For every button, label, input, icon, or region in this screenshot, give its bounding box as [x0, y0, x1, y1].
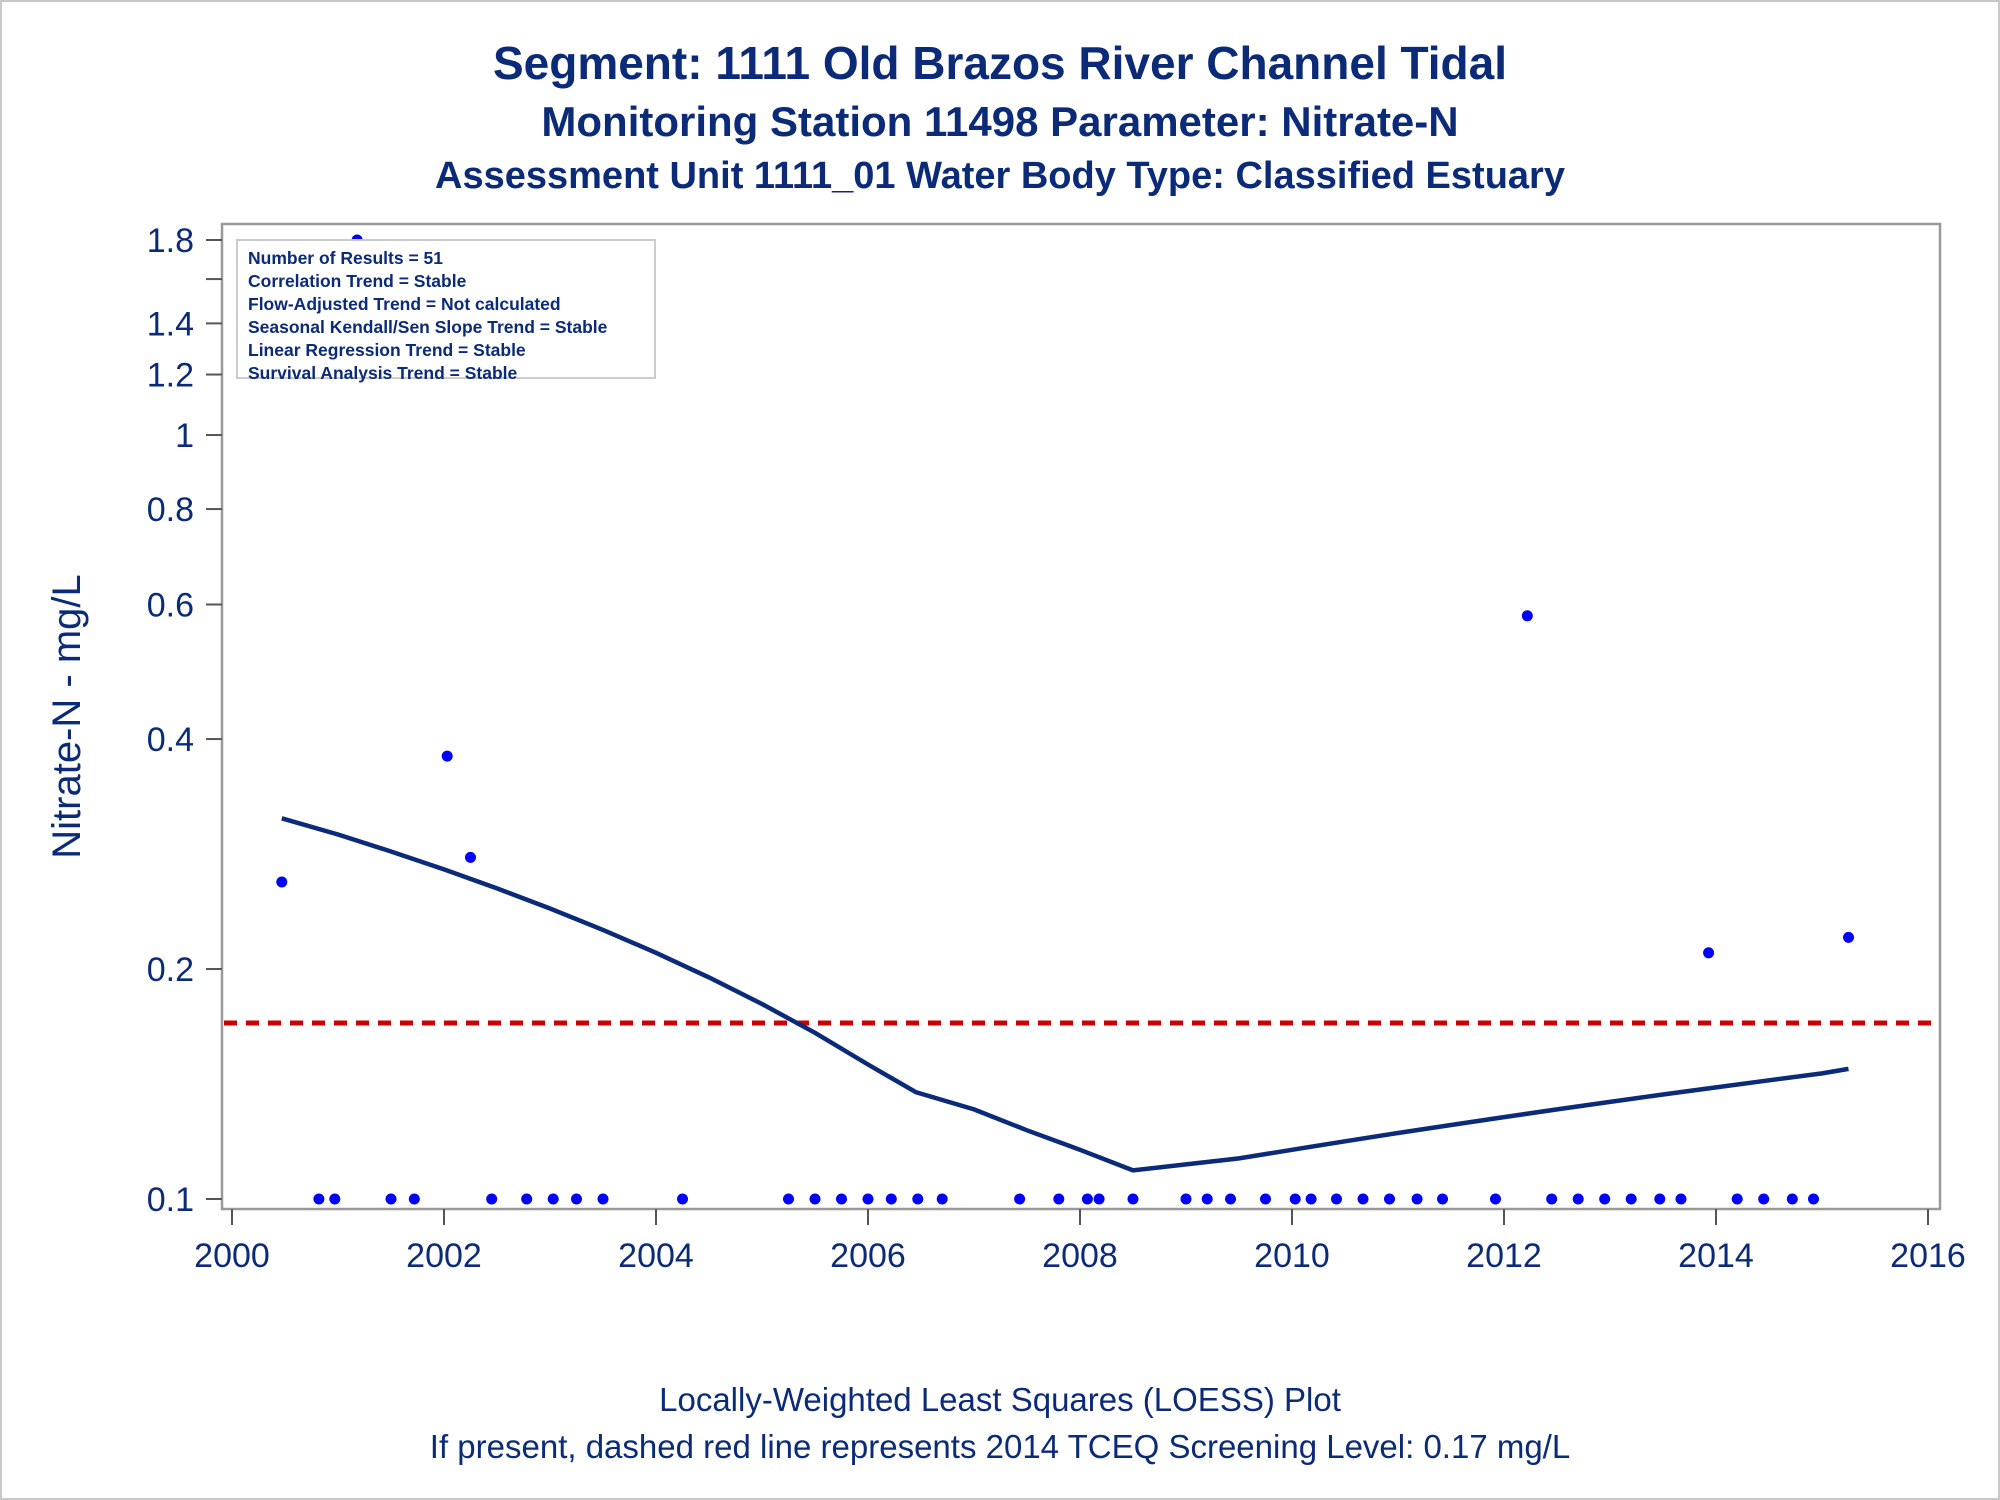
x-tick-label: 2006 — [830, 1237, 906, 1275]
y-tick-label: 1.2 — [147, 357, 194, 395]
chart-subtitle: Monitoring Station 11498 Parameter: Nitr… — [541, 98, 1459, 145]
data-point — [276, 876, 288, 888]
data-point — [547, 1193, 559, 1205]
data-point — [1572, 1193, 1584, 1205]
data-point — [885, 1193, 897, 1205]
y-tick-label: 1.4 — [147, 305, 194, 343]
x-tick-label: 2016 — [1890, 1237, 1966, 1275]
stats-line-linear-regression: Linear Regression Trend = Stable — [248, 340, 526, 360]
y-tick-label: 0.1 — [147, 1181, 194, 1219]
data-point — [385, 1193, 397, 1205]
data-point — [1675, 1193, 1687, 1205]
data-point — [912, 1193, 924, 1205]
data-point — [1260, 1193, 1271, 1205]
data-point — [862, 1193, 874, 1205]
data-point — [1081, 1193, 1093, 1205]
data-point — [1731, 1193, 1743, 1205]
footnote-screening-level: If present, dashed red line represents 2… — [429, 1428, 1571, 1465]
data-point — [465, 851, 476, 863]
data-point — [1521, 610, 1533, 622]
data-point — [1289, 1193, 1301, 1205]
data-point — [1053, 1193, 1065, 1205]
data-point — [1225, 1193, 1236, 1205]
data-point — [1599, 1193, 1611, 1205]
trend-stats-box: Number of Results = 51 Correlation Trend… — [236, 239, 656, 383]
data-point — [1786, 1193, 1798, 1205]
y-tick-label: 0.8 — [147, 491, 194, 529]
y-tick-label: 0.2 — [147, 951, 194, 989]
data-point — [677, 1193, 688, 1205]
y-axis-label: Nitrate-N - mg/L — [45, 574, 89, 859]
data-point — [936, 1193, 948, 1205]
stats-line-correlation: Correlation Trend = Stable — [248, 271, 467, 291]
data-point — [1357, 1193, 1369, 1205]
data-point — [521, 1193, 533, 1205]
x-tick-label: 2000 — [194, 1237, 270, 1275]
stats-line-survival: Survival Analysis Trend = Stable — [248, 363, 518, 383]
data-point — [1703, 947, 1715, 959]
data-point — [329, 1193, 341, 1205]
x-tick-label: 2002 — [406, 1237, 482, 1275]
data-point — [1384, 1193, 1395, 1205]
loess-curve — [281, 816, 1849, 1173]
data-point — [313, 1193, 325, 1205]
y-tick-label: 1 — [175, 417, 194, 455]
data-point — [809, 1193, 821, 1205]
data-point — [1305, 1193, 1317, 1205]
data-point — [1201, 1193, 1213, 1205]
chart-title: Segment: 1111 Old Brazos River Channel T… — [492, 37, 1508, 89]
data-point — [1843, 931, 1854, 943]
data-point — [1546, 1193, 1558, 1205]
x-tick-label: 2010 — [1254, 1237, 1330, 1275]
stats-line-flow-adjusted: Flow-Adjusted Trend = Not calculated — [248, 294, 561, 314]
data-point — [1654, 1193, 1666, 1205]
data-point — [836, 1193, 847, 1205]
data-point — [1490, 1193, 1501, 1205]
x-tick-label: 2008 — [1042, 1237, 1118, 1275]
data-point — [1411, 1193, 1423, 1205]
stats-line-results: Number of Results = 51 — [248, 248, 443, 268]
data-point — [1331, 1193, 1342, 1205]
y-tick-label: 0.4 — [147, 721, 194, 759]
data-point — [597, 1193, 609, 1205]
data-point — [1093, 1193, 1105, 1205]
footnote-loess: Locally-Weighted Least Squares (LOESS) P… — [659, 1381, 1341, 1418]
y-tick-label: 1.8 — [147, 222, 194, 260]
x-tick-label: 2012 — [1466, 1237, 1542, 1275]
data-point — [571, 1193, 582, 1205]
data-point — [1758, 1193, 1770, 1205]
chart-subtitle-2: Assessment Unit 1111_01 Water Body Type:… — [435, 155, 1565, 197]
data-point — [486, 1193, 498, 1205]
y-tick-label: 0.6 — [147, 587, 194, 625]
x-tick-label: 2014 — [1678, 1237, 1754, 1275]
data-point — [1437, 1193, 1448, 1205]
data-point — [783, 1193, 794, 1205]
data-point — [1127, 1193, 1139, 1205]
data-point — [1808, 1193, 1819, 1205]
data-point — [408, 1193, 420, 1205]
data-point — [441, 750, 453, 762]
x-tick-label: 2004 — [618, 1237, 694, 1275]
data-point — [1625, 1193, 1637, 1205]
data-point — [1180, 1193, 1192, 1205]
stats-line-seasonal-kendall: Seasonal Kendall/Sen Slope Trend = Stabl… — [248, 317, 608, 337]
data-point — [1014, 1193, 1026, 1205]
